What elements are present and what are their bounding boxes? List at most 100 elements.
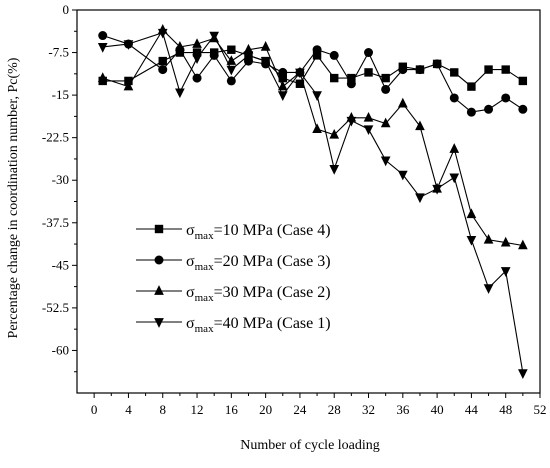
data-point xyxy=(226,55,237,65)
data-point xyxy=(312,123,322,133)
data-point xyxy=(295,79,305,88)
data-point xyxy=(518,104,528,114)
data-point xyxy=(432,184,442,195)
legend-entry: σmax=40 MPa (Case 1) xyxy=(136,315,331,335)
data-point xyxy=(192,54,202,65)
y-tick-label: -37.5 xyxy=(42,215,69,230)
data-point xyxy=(466,107,476,117)
data-point xyxy=(483,284,494,294)
data-point xyxy=(432,59,442,69)
data-point xyxy=(381,84,391,94)
data-point xyxy=(501,93,511,103)
data-point xyxy=(518,369,528,379)
data-point xyxy=(467,82,476,91)
data-point xyxy=(380,117,391,128)
legend-label: σmax=30 MPa (Case 2) xyxy=(186,284,331,304)
data-point xyxy=(347,73,356,83)
legend-label: σmax=10 MPa (Case 4) xyxy=(186,222,331,242)
data-point xyxy=(227,45,236,54)
data-point xyxy=(450,68,459,77)
series-layer xyxy=(97,24,528,379)
data-point xyxy=(123,40,134,50)
data-point xyxy=(157,28,168,39)
legend-entry: σmax=20 MPa (Case 3) xyxy=(136,253,331,273)
x-tick-label: 28 xyxy=(328,402,341,417)
data-point xyxy=(312,45,322,55)
legend-label: σmax=40 MPa (Case 1) xyxy=(186,315,331,335)
data-point xyxy=(329,128,340,139)
legend-marker xyxy=(154,224,164,234)
data-point xyxy=(415,65,425,75)
data-point xyxy=(209,31,220,42)
chart-legend: σmax=10 MPa (Case 4) σmax=20 MPa (Case 3)… xyxy=(136,222,331,335)
data-point xyxy=(330,73,339,83)
y-tick-label: -52.5 xyxy=(42,300,69,315)
data-point xyxy=(484,65,493,74)
data-point xyxy=(192,73,202,83)
y-axis-title: Percentage change in coordination number… xyxy=(6,57,21,338)
data-point xyxy=(483,233,494,244)
data-point xyxy=(277,80,288,91)
data-point xyxy=(278,73,287,83)
data-point xyxy=(192,38,202,48)
legend-marker xyxy=(154,318,164,328)
legend-marker xyxy=(154,285,164,295)
data-point xyxy=(226,65,237,76)
series-4 xyxy=(97,28,528,379)
axes-layer: 0 4 8 12 16 20 24 28 32 36 40 44 48 520-7.5-15-22.5-3… xyxy=(42,2,547,417)
data-point xyxy=(329,50,339,60)
data-point xyxy=(98,31,108,41)
data-point xyxy=(243,43,254,54)
legend-entry: σmax=30 MPa (Case 2) xyxy=(136,284,331,304)
x-tick-label: 12 xyxy=(191,402,204,417)
x-tick-label: 44 xyxy=(465,402,479,417)
data-point xyxy=(449,173,460,184)
x-axis-title: Number of cycle loading xyxy=(240,438,380,453)
series-line xyxy=(102,34,524,113)
data-point xyxy=(312,51,322,60)
data-point xyxy=(381,73,390,83)
data-point xyxy=(278,67,288,77)
legend-entry: σmax=10 MPa (Case 4) xyxy=(136,222,331,242)
data-point xyxy=(346,116,357,127)
data-point xyxy=(466,235,477,246)
y-tick-label: -7.5 xyxy=(48,45,69,60)
data-point xyxy=(364,68,373,77)
x-tick-label: 0 xyxy=(91,402,98,417)
x-tick-label: 20 xyxy=(259,402,272,417)
data-point xyxy=(500,267,511,277)
data-point xyxy=(209,50,219,60)
series-line xyxy=(102,31,524,374)
data-point xyxy=(97,43,108,53)
data-point xyxy=(329,165,340,175)
x-tick-label: 24 xyxy=(293,402,307,417)
y-tick-label: -30 xyxy=(52,172,69,187)
data-point xyxy=(363,125,374,135)
data-point xyxy=(175,41,185,51)
data-point xyxy=(175,88,185,99)
data-point xyxy=(123,80,134,91)
data-point xyxy=(397,170,408,181)
data-point xyxy=(518,239,528,250)
y-tick-label: -45 xyxy=(52,257,69,272)
x-tick-label: 32 xyxy=(362,402,375,417)
data-point xyxy=(500,236,511,247)
data-point xyxy=(484,104,494,114)
data-point xyxy=(415,120,425,131)
data-point xyxy=(501,65,510,74)
x-tick-label: 36 xyxy=(396,402,410,417)
legend-marker xyxy=(154,255,164,265)
x-tick-label: 8 xyxy=(159,402,166,417)
data-point xyxy=(97,72,108,82)
x-tick-label: 16 xyxy=(225,402,239,417)
data-point xyxy=(158,56,167,66)
data-point xyxy=(192,48,202,57)
data-point xyxy=(518,76,528,86)
legend-label: σmax=20 MPa (Case 3) xyxy=(186,253,331,273)
data-point xyxy=(364,48,374,58)
data-point xyxy=(466,208,477,219)
data-point xyxy=(397,97,408,108)
data-point xyxy=(312,91,322,101)
